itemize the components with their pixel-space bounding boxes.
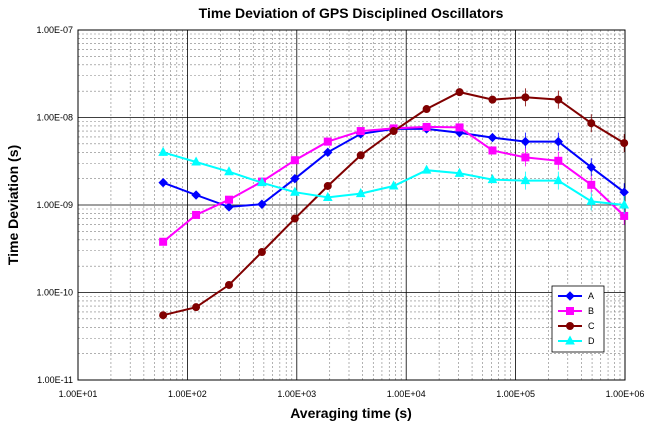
- x-axis-title: Averaging time (s): [290, 405, 412, 421]
- data-point-d: [619, 199, 630, 209]
- x-tick-label: 1.00E+05: [496, 389, 535, 399]
- x-tick-label: 1.00E+04: [387, 389, 426, 399]
- data-point-b: [521, 153, 530, 162]
- data-point-c: [192, 303, 201, 312]
- tick-labels: 1.00E+01 1.00E+02 1.00E+03 1.00E+04 1.00E+05…: [36, 25, 644, 399]
- data-point-d: [487, 174, 498, 184]
- data-point-b: [290, 156, 299, 165]
- data-point-d: [158, 146, 168, 156]
- data-point-a: [323, 147, 333, 158]
- data-point-c: [620, 139, 629, 148]
- data-point-a: [520, 136, 531, 147]
- y-tick-label: 1.00E-11: [37, 375, 73, 385]
- legend-swatch-marker: [565, 291, 575, 301]
- legend-label: C: [588, 321, 595, 331]
- legend-item-d: D: [558, 335, 595, 346]
- series-d: [158, 146, 630, 214]
- y-tick-label: 1.00E-08: [36, 113, 73, 123]
- legend-item-c: C: [558, 321, 595, 331]
- gridlines: [77, 29, 626, 381]
- x-tick-label: 1.00E+03: [277, 389, 316, 399]
- data-point-a: [191, 190, 201, 200]
- data-point-b: [554, 156, 563, 165]
- y-axis-title: Time Deviation (s): [5, 145, 21, 265]
- legend-label: D: [588, 336, 595, 346]
- data-point-c: [422, 105, 431, 114]
- data-point-b: [488, 146, 497, 155]
- x-tick-label: 1.00E+01: [59, 389, 98, 399]
- data-point-c: [224, 280, 233, 289]
- data-point-a: [586, 162, 596, 172]
- chart-title: Time Deviation of GPS Disciplined Oscill…: [199, 5, 504, 21]
- data-point-b: [356, 127, 365, 136]
- data-point-d: [520, 175, 531, 185]
- data-point-d: [191, 156, 201, 166]
- data-point-b: [323, 137, 332, 146]
- data-point-c: [587, 119, 596, 128]
- data-point-d: [553, 175, 564, 185]
- data-point-c: [356, 151, 365, 160]
- data-point-c: [159, 311, 168, 320]
- legend-swatch-marker: [566, 307, 574, 315]
- data-point-d: [355, 188, 366, 198]
- data-point-b: [422, 122, 431, 131]
- data-point-b: [159, 237, 168, 246]
- x-tick-label: 1.00E+06: [606, 389, 645, 399]
- data-point-a: [290, 173, 300, 184]
- legend-swatch-marker: [566, 322, 574, 330]
- y-tick-label: 1.00E-07: [36, 25, 73, 35]
- data-point-c: [323, 181, 332, 190]
- data-point-c: [455, 88, 464, 97]
- data-point-d: [421, 164, 432, 174]
- data-point-a: [553, 136, 564, 147]
- y-tick-label: 1.00E-09: [36, 200, 73, 210]
- data-point-c: [521, 93, 530, 102]
- data-point-c: [290, 214, 299, 223]
- data-point-a: [224, 202, 234, 212]
- data-point-b: [192, 210, 201, 219]
- data-point-d: [322, 191, 333, 201]
- data-point-a: [487, 132, 498, 143]
- legend-swatch-marker: [565, 335, 575, 345]
- data-point-d: [586, 195, 597, 205]
- series-c: [159, 88, 629, 320]
- data-point-d: [224, 166, 234, 176]
- legend-label: B: [588, 306, 594, 316]
- data-point-c: [488, 95, 497, 104]
- data-point-d: [388, 180, 399, 190]
- series-layer: [158, 88, 630, 320]
- data-point-c: [554, 95, 563, 104]
- data-point-d: [257, 177, 267, 187]
- data-point-a: [158, 177, 168, 188]
- data-point-d: [290, 186, 300, 196]
- legend-label: A: [588, 291, 594, 301]
- data-point-d: [454, 167, 465, 177]
- x-tick-label: 1.00E+02: [168, 389, 207, 399]
- legend-item-a: A: [558, 291, 594, 301]
- data-point-b: [224, 195, 233, 204]
- data-point-b: [455, 123, 464, 132]
- legend-item-b: B: [558, 306, 594, 316]
- data-point-b: [587, 180, 596, 189]
- data-point-a: [257, 199, 267, 209]
- y-tick-label: 1.00E-10: [36, 288, 73, 298]
- data-point-c: [257, 248, 266, 257]
- data-point-c: [389, 127, 398, 136]
